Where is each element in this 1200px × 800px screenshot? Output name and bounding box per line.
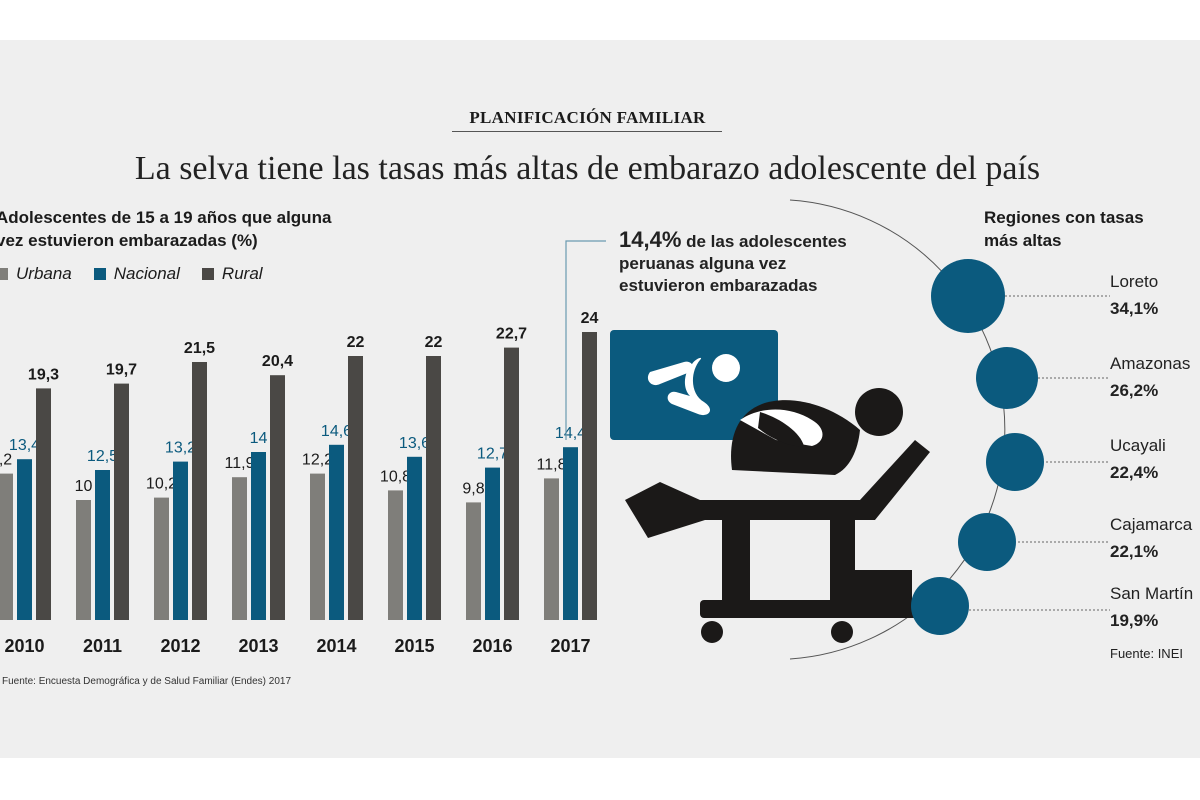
bar-nacional-2011 (95, 470, 110, 620)
data-label-urbana-2015: 10,8 (380, 468, 411, 485)
regions-title-line1: Regiones con tasas (984, 208, 1144, 227)
bar-nacional-2013 (251, 452, 266, 620)
callout-highlight: 14,4% (619, 227, 682, 252)
callout-line2: peruanas alguna vez (619, 254, 787, 273)
bar-urbana-2017 (544, 478, 559, 620)
headline: La selva tiene las tasas más altas de em… (134, 150, 1041, 187)
data-label-nacional-2011: 12,5 (87, 448, 118, 465)
data-label-nacional-2010: 13,4 (9, 437, 40, 454)
x-tick-label-2012: 2012 (160, 636, 200, 656)
data-label-urbana-2016: 9,8 (462, 480, 484, 497)
legend-swatch-nacional (93, 268, 106, 280)
data-label-urbana-2011: 10 (75, 478, 93, 495)
x-tick-label-2013: 2013 (238, 636, 278, 656)
data-label-urbana-2014: 12,2 (302, 452, 333, 469)
bar-nacional-2016 (485, 467, 500, 620)
data-label-urbana-2010: ,2 (0, 452, 12, 469)
chart-source: Fuente: Encuesta Demográfica y de Salud … (2, 676, 292, 687)
data-label-rural-2011: 19,7 (106, 362, 137, 379)
region-name-amazonas: Amazonas (1110, 354, 1191, 373)
x-tick-label-2016: 2016 (472, 636, 512, 656)
data-label-rural-2013: 20,4 (262, 353, 293, 370)
region-circle-amazonas (976, 347, 1038, 409)
kicker: PLANIFICACIÓN FAMILIAR (469, 108, 706, 127)
callout-line1: de las adolescentes (681, 232, 847, 251)
bar-nacional-2015 (407, 456, 422, 620)
data-label-rural-2016: 22,7 (496, 326, 527, 343)
legend-item-rural: Rural (201, 264, 263, 284)
region-value-loreto: 34,1% (1110, 299, 1159, 318)
bar-nacional-2017 (563, 447, 578, 620)
region-circle-loreto (931, 259, 1005, 333)
fetus-icon (647, 354, 740, 416)
bar-urbana-2011 (76, 500, 91, 620)
x-tick-label-2011: 2011 (83, 636, 122, 656)
x-tick-label-2014: 2014 (316, 636, 356, 656)
region-value-amazonas: 26,2% (1110, 381, 1159, 400)
bar-rural-2013 (270, 375, 285, 620)
region-circle-san-martin (911, 577, 969, 635)
region-value-ucayali: 22,4% (1110, 463, 1159, 482)
callout-text: 14,4% de las adolescentes peruanas algun… (619, 229, 909, 297)
legend-swatch-rural (201, 268, 214, 280)
data-label-rural-2015: 22 (425, 334, 443, 351)
data-label-nacional-2016: 12,7 (477, 446, 508, 463)
bar-nacional-2012 (173, 461, 188, 620)
data-label-nacional-2012: 13,2 (165, 440, 196, 457)
bar-urbana-2016 (466, 502, 481, 620)
bar-rural-2016 (504, 347, 519, 620)
data-label-rural-2010: 19,3 (28, 366, 59, 383)
data-label-urbana-2013: 11,9 (225, 455, 255, 472)
chart-title: Adolescentes de 15 a 19 años que alguna … (0, 208, 332, 250)
legend-swatch-urbana (0, 268, 8, 280)
bar-rural-2012 (192, 362, 207, 620)
bar-chart: ,213,4 19,3 2010 10 12,5 19,7 2011 10,2 13,2 21,5… (0, 310, 599, 656)
patient-on-bed-icon (625, 388, 930, 643)
bar-rural-2010 (36, 388, 51, 620)
regions-source: Fuente: INEI (1110, 646, 1183, 661)
region-name-san-martin: San Martín (1110, 584, 1194, 603)
bar-rural-2011 (114, 383, 129, 620)
region-value-san-martin: 19,9% (1110, 611, 1159, 630)
bar-urbana-2010 (0, 473, 13, 620)
region-circle-cajamarca (958, 513, 1016, 571)
region-value-cajamarca: 22,1% (1110, 542, 1159, 561)
data-label-rural-2014: 22 (347, 334, 365, 351)
callout-line3: estuvieron embarazadas (619, 276, 818, 295)
data-label-urbana-2012: 10,2 (146, 476, 177, 493)
kicker-underline (452, 131, 722, 132)
ultrasound-screen-icon (610, 330, 778, 440)
bar-urbana-2014 (310, 473, 325, 620)
regions-title: Regiones con tasas más altas (984, 206, 1184, 252)
bar-nacional-2010 (17, 459, 32, 620)
x-tick-label-2010: 2010 (4, 636, 44, 656)
legend-label-nacional: Nacional (113, 264, 180, 283)
bar-urbana-2013 (232, 477, 247, 620)
bar-urbana-2012 (154, 497, 169, 620)
region-name-cajamarca: Cajamarca (1110, 515, 1193, 534)
x-tick-label-2017: 2017 (550, 636, 590, 656)
data-label-nacional-2015: 13,6 (399, 435, 430, 452)
region-name-ucayali: Ucayali (1110, 436, 1166, 455)
chart-legend: Urbana Nacional Rural (0, 264, 285, 284)
bar-nacional-2014 (329, 444, 344, 620)
data-label-nacional-2013: 14 (250, 430, 268, 447)
data-label-rural-2012: 21,5 (184, 340, 215, 357)
legend-label-urbana: Urbana (16, 264, 72, 283)
legend-item-urbana: Urbana (0, 264, 72, 284)
regions-title-line2: más altas (984, 231, 1062, 250)
x-tick-label-2015: 2015 (394, 636, 434, 656)
bar-rural-2015 (426, 356, 441, 620)
data-label-nacional-2014: 14,6 (321, 423, 352, 440)
region-name-loreto: Loreto (1110, 272, 1159, 291)
legend-item-nacional: Nacional (93, 264, 180, 284)
data-label-urbana-2017: 11,8 (537, 456, 567, 473)
bar-urbana-2015 (388, 490, 403, 620)
bar-rural-2014 (348, 356, 363, 620)
region-circle-ucayali (986, 433, 1044, 491)
legend-label-rural: Rural (221, 264, 263, 283)
